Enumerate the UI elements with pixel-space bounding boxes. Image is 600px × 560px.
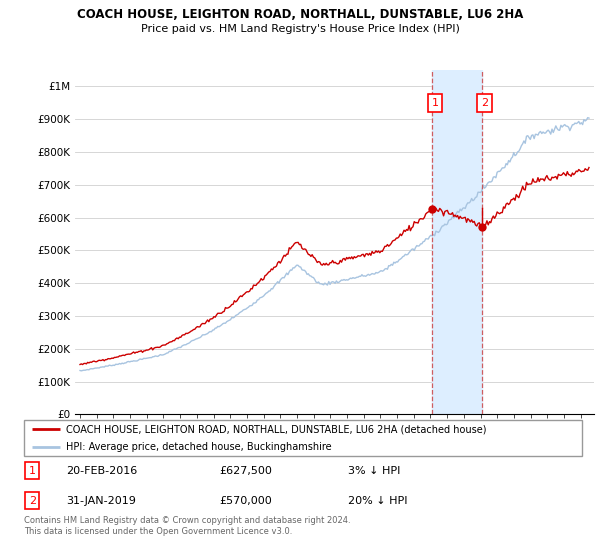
Text: £570,000: £570,000 — [220, 496, 272, 506]
Text: 31-JAN-2019: 31-JAN-2019 — [66, 496, 136, 506]
Bar — [433, 70, 482, 414]
Text: 1: 1 — [29, 466, 36, 476]
Text: 3% ↓ HPI: 3% ↓ HPI — [347, 466, 400, 476]
Text: 20% ↓ HPI: 20% ↓ HPI — [347, 496, 407, 506]
Text: 20-FEB-2016: 20-FEB-2016 — [66, 466, 137, 476]
Text: 1: 1 — [431, 98, 439, 108]
Text: 2: 2 — [29, 496, 36, 506]
Text: Price paid vs. HM Land Registry's House Price Index (HPI): Price paid vs. HM Land Registry's House … — [140, 24, 460, 34]
Text: COACH HOUSE, LEIGHTON ROAD, NORTHALL, DUNSTABLE, LU6 2HA: COACH HOUSE, LEIGHTON ROAD, NORTHALL, DU… — [77, 8, 523, 21]
Text: HPI: Average price, detached house, Buckinghamshire: HPI: Average price, detached house, Buck… — [66, 442, 331, 452]
Text: £627,500: £627,500 — [220, 466, 272, 476]
Text: Contains HM Land Registry data © Crown copyright and database right 2024.
This d: Contains HM Land Registry data © Crown c… — [24, 516, 350, 536]
Text: COACH HOUSE, LEIGHTON ROAD, NORTHALL, DUNSTABLE, LU6 2HA (detached house): COACH HOUSE, LEIGHTON ROAD, NORTHALL, DU… — [66, 424, 487, 434]
Text: 2: 2 — [481, 98, 488, 108]
